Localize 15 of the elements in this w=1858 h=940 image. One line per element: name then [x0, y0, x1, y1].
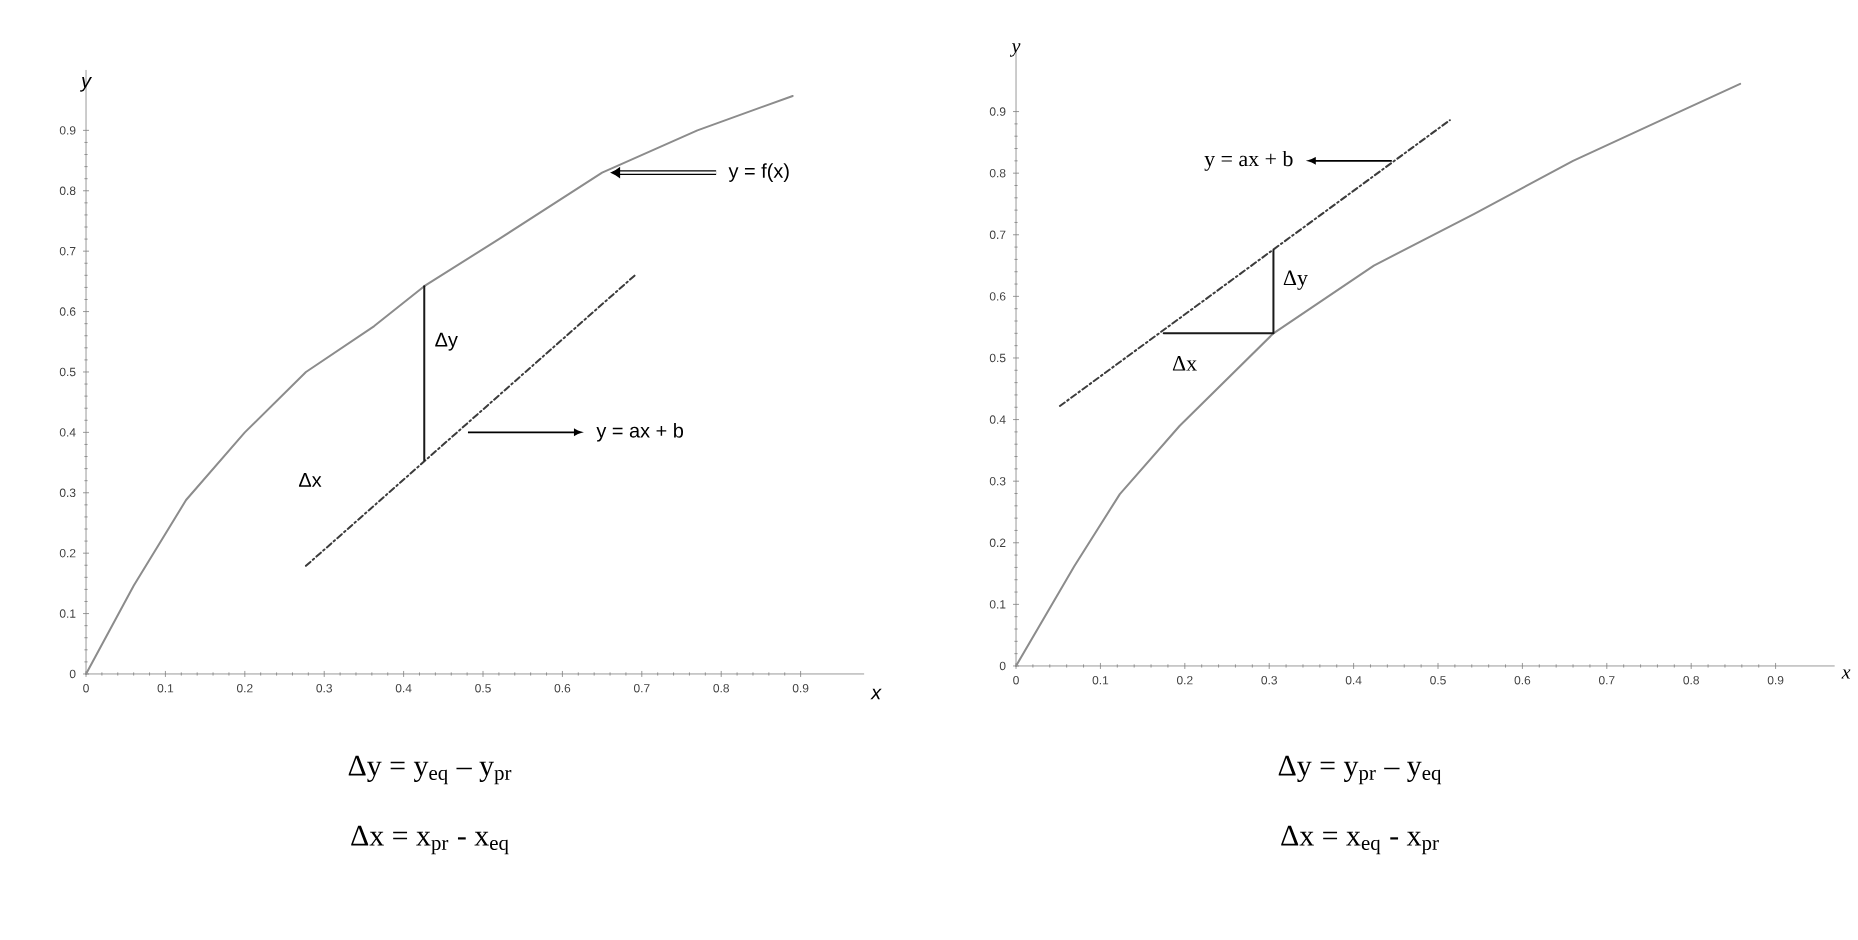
y-axis-title: y — [1009, 43, 1021, 57]
annotation: y = ax + b — [596, 423, 684, 442]
annotation: Δy — [435, 332, 458, 351]
annotation: y = f(x) — [728, 163, 789, 182]
text: Δy = y$_{pr}$ – y$_{eq}$ — [1278, 755, 1442, 785]
annotation: Δx — [298, 473, 322, 487]
x-axis-title: x — [1841, 669, 1851, 679]
text: Δx = x$_{pr}$ - x$_{eq}$ — [351, 825, 509, 855]
text: Δy = y$_{eq}$ – y$_{pr}$ — [348, 755, 512, 785]
x-axis-title: x — [870, 688, 882, 700]
y-axis-title: y — [79, 77, 93, 92]
annotation: Δx — [1172, 356, 1197, 371]
annotation: Δy — [1283, 270, 1308, 290]
text: Δx = x$_{eq}$ - x$_{pr}$ — [1281, 825, 1439, 855]
annotation: y = ax + b — [1204, 150, 1293, 171]
